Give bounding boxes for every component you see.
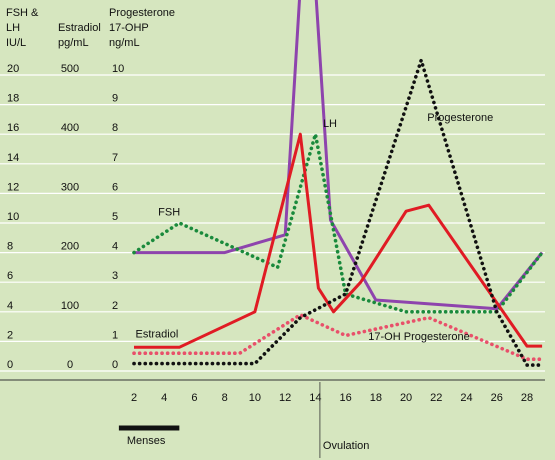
progesterone-tick-label: 0 <box>112 359 118 371</box>
gridlines <box>0 74 545 381</box>
progesterone-tick-label: 8 <box>112 122 118 134</box>
progesterone-tick-label: 7 <box>112 152 118 164</box>
x-tick-label: 4 <box>161 392 167 404</box>
estradiol-tick-label: 0 <box>67 359 73 371</box>
y-tick-labels: 0 02 14 26 38 410 512 614 716 818 920 1001002003004… <box>7 63 124 371</box>
progesterone-tick-label: 4 <box>112 241 118 253</box>
menses-label: Menses <box>127 435 166 447</box>
series-line-estradiol <box>134 132 543 349</box>
x-tick-label: 26 <box>491 392 503 404</box>
series-line-17-oh-progesterone <box>132 312 544 362</box>
progesterone-tick-label: 9 <box>112 93 118 105</box>
fsh-lh-tick-label: 14 <box>7 152 19 164</box>
estradiol-tick-label: 200 <box>61 241 79 253</box>
x-tick-label: 20 <box>400 392 412 404</box>
series-labels: LH FSH Progesterone Estradiol 17-OH Progeste… <box>136 112 494 343</box>
estradiol-tick-label: 300 <box>61 181 79 193</box>
x-tick-label: 14 <box>309 392 321 404</box>
series-label: FSH <box>158 207 180 219</box>
x-tick-label: 6 <box>191 392 197 404</box>
fsh-lh-header-line-2: LH <box>6 22 20 34</box>
progesterone-header-line-1: Progesterone <box>109 7 175 19</box>
x-tick-label: 12 <box>279 392 291 404</box>
x-tick-label: 2 <box>131 392 137 404</box>
fsh-lh-tick-label: 18 <box>7 93 19 105</box>
series-label: Estradiol <box>136 329 179 341</box>
progesterone-tick-label: 2 <box>112 300 118 312</box>
estradiol-header-line-1: Estradiol <box>58 22 101 34</box>
series-label: LH <box>323 118 337 130</box>
estradiol-tick-label: 500 <box>61 63 79 75</box>
progesterone-tick-label: 3 <box>112 270 118 282</box>
series-line-fsh <box>132 132 544 314</box>
fsh-lh-tick-label: 2 <box>7 329 13 341</box>
x-tick-label: 28 <box>521 392 533 404</box>
x-tick-label: 24 <box>460 392 472 404</box>
fsh-lh-header-line-1: FSH & <box>6 7 39 19</box>
fsh-lh-tick-label: 0 <box>7 359 13 371</box>
progesterone-tick-label: 5 <box>112 211 118 223</box>
estradiol-header-line-2: pg/mL <box>58 37 89 49</box>
progesterone-tick-label: 10 <box>112 63 124 75</box>
progesterone-header-line-2: 17-OHP <box>109 22 149 34</box>
ovulation-label: Ovulation <box>323 440 369 452</box>
plot-series <box>132 0 544 367</box>
fsh-lh-tick-label: 20 <box>7 63 19 75</box>
series-label: 17-OH Progesterone <box>368 331 470 343</box>
fsh-lh-tick-label: 10 <box>7 211 19 223</box>
series-line-lh <box>134 0 544 311</box>
fsh-lh-tick-label: 4 <box>7 300 13 312</box>
x-tick-label: 10 <box>249 392 261 404</box>
fsh-lh-tick-label: 6 <box>7 270 13 282</box>
x-tick-label: 16 <box>339 392 351 404</box>
x-tick-label: 8 <box>222 392 228 404</box>
progesterone-header-line-3: ng/mL <box>109 37 140 49</box>
x-tick-label: 18 <box>370 392 382 404</box>
progesterone-tick-label: 6 <box>112 181 118 193</box>
estradiol-tick-label: 100 <box>61 300 79 312</box>
fsh-lh-tick-label: 12 <box>7 181 19 193</box>
progesterone-tick-label: 1 <box>112 329 118 341</box>
x-tick-label: 22 <box>430 392 442 404</box>
fsh-lh-tick-label: 16 <box>7 122 19 134</box>
series-line-progesterone <box>132 58 544 367</box>
estradiol-tick-label: 400 <box>61 122 79 134</box>
fsh-lh-tick-label: 8 <box>7 241 13 253</box>
fsh-lh-header-line-3: IU/L <box>6 37 26 49</box>
series-label: Progesterone <box>427 112 493 124</box>
axis-headers: FSH & LH IU/L Estradiol pg/mL Progestero… <box>6 7 175 49</box>
x-tick-labels: 2 4 6 8 10 12 14 16 18 20 22 24 26 28 <box>131 392 533 404</box>
